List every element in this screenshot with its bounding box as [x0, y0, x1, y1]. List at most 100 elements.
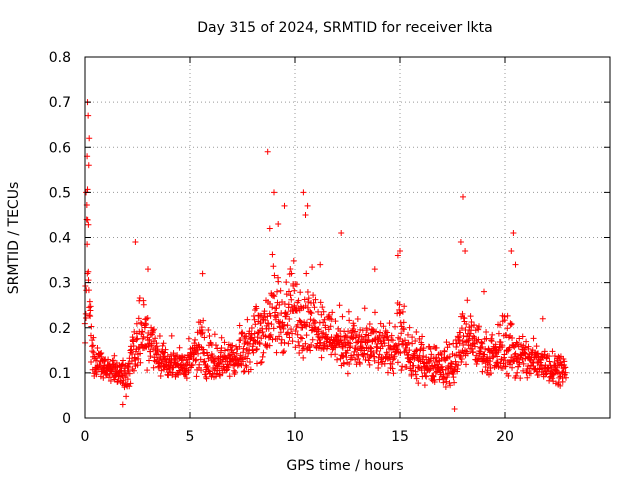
- data-point: [90, 342, 97, 349]
- data-point: [452, 358, 459, 365]
- y-tick-label: 0.2: [49, 321, 71, 337]
- data-point: [431, 343, 438, 350]
- data-point: [487, 365, 494, 372]
- data-point: [309, 336, 316, 343]
- data-point: [355, 352, 362, 359]
- data-point: [406, 324, 413, 331]
- data-point: [510, 229, 517, 236]
- data-point: [307, 316, 314, 323]
- data-point: [410, 362, 417, 369]
- data-point: [380, 323, 387, 330]
- data-point: [322, 324, 329, 331]
- data-point: [447, 382, 454, 389]
- data-point: [346, 317, 353, 324]
- data-point: [219, 369, 226, 376]
- data-point: [421, 382, 428, 389]
- x-tick-labels: 0 5 10 15 20: [81, 429, 514, 445]
- data-point: [329, 309, 336, 316]
- data-point: [255, 329, 262, 336]
- data-point: [492, 341, 499, 348]
- data-point: [157, 373, 164, 380]
- data-point: [201, 371, 208, 378]
- data-point: [405, 339, 412, 346]
- data-point: [446, 370, 453, 377]
- data-point: [316, 342, 323, 349]
- data-point: [446, 353, 453, 360]
- data-point: [221, 347, 228, 354]
- data-point: [259, 353, 266, 360]
- data-point: [407, 359, 414, 366]
- data-point: [289, 330, 296, 337]
- data-point: [161, 349, 168, 356]
- data-point: [140, 333, 147, 340]
- y-tick-label: 0.4: [49, 231, 71, 247]
- data-point: [285, 288, 292, 295]
- data-point: [334, 332, 341, 339]
- data-point: [294, 331, 301, 338]
- data-point: [291, 287, 298, 294]
- data-point: [389, 361, 396, 368]
- data-point: [409, 334, 416, 341]
- data-point: [135, 355, 142, 362]
- data-point: [458, 356, 465, 363]
- data-point: [413, 375, 420, 382]
- data-point: [267, 331, 274, 338]
- data-point: [345, 328, 352, 335]
- data-point: [159, 342, 166, 349]
- data-point: [418, 341, 425, 348]
- data-point: [375, 365, 382, 372]
- data-point: [248, 331, 255, 338]
- y-tick-label: 0.7: [49, 95, 71, 111]
- x-tick-label: 10: [286, 429, 304, 445]
- data-point: [488, 338, 495, 345]
- data-point: [415, 380, 422, 387]
- data-point: [319, 304, 326, 311]
- data-point: [479, 368, 486, 375]
- data-point: [287, 292, 294, 299]
- data-point: [342, 332, 349, 339]
- data-point: [293, 281, 300, 288]
- data-point: [87, 303, 94, 310]
- data-point: [142, 320, 149, 327]
- data-point: [394, 346, 401, 353]
- data-point: [212, 342, 219, 349]
- data-point: [537, 361, 544, 368]
- data-point: [370, 349, 377, 356]
- data-point: [381, 360, 388, 367]
- data-point: [288, 326, 295, 333]
- data-point: [82, 314, 89, 321]
- data-point: [345, 339, 352, 346]
- data-point: [457, 329, 464, 336]
- data-point: [392, 323, 399, 330]
- data-point: [307, 309, 314, 316]
- data-point: [195, 350, 202, 357]
- data-point: [271, 189, 277, 196]
- data-point: [328, 316, 335, 323]
- data-point: [456, 337, 463, 344]
- data-point: [470, 348, 477, 355]
- data-point: [248, 324, 255, 331]
- data-point: [156, 333, 163, 340]
- y-tick-label: 0.3: [49, 276, 71, 292]
- data-point: [357, 360, 363, 367]
- data-point: [448, 359, 455, 366]
- data-point: [401, 337, 408, 344]
- data-point: [374, 344, 381, 351]
- data-point: [451, 379, 458, 386]
- data-point: [527, 370, 534, 377]
- data-point: [297, 318, 304, 325]
- data-point: [224, 366, 231, 373]
- data-point: [326, 311, 333, 318]
- data-point: [338, 229, 345, 236]
- data-point: [273, 349, 280, 356]
- data-point: [433, 344, 440, 351]
- data-point: [454, 366, 461, 373]
- data-point: [85, 162, 92, 169]
- data-point: [86, 304, 93, 311]
- data-point: [201, 334, 208, 341]
- data-point: [147, 353, 154, 360]
- data-point: [456, 352, 463, 359]
- data-point: [514, 369, 521, 376]
- data-point: [138, 321, 145, 328]
